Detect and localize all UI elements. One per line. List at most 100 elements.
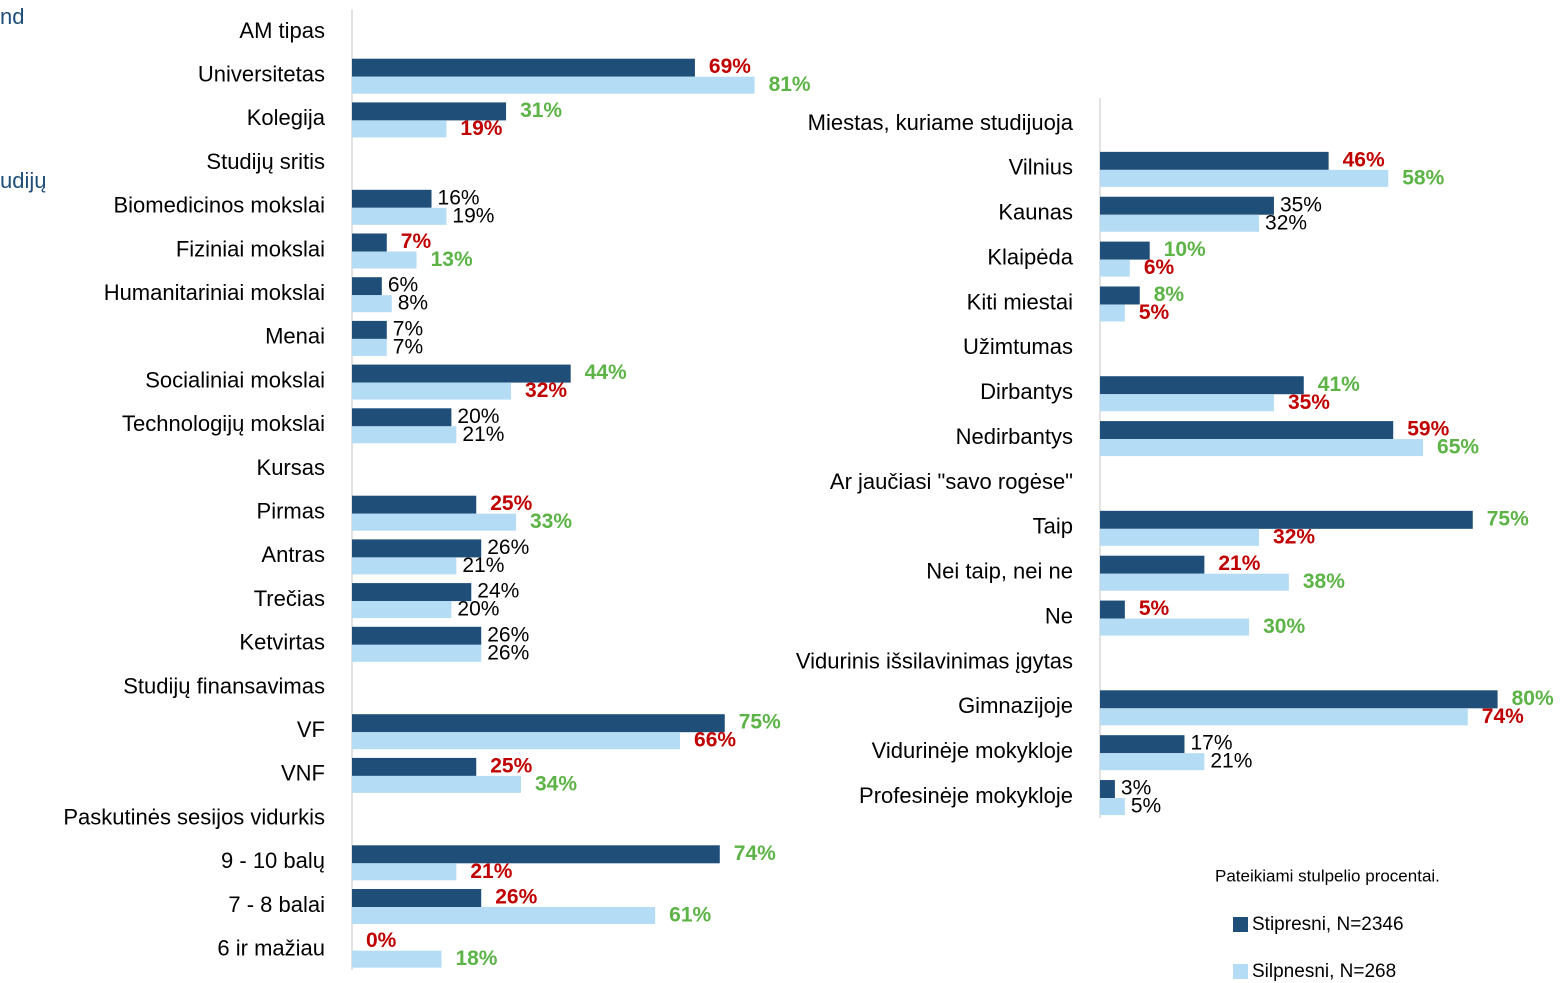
bar xyxy=(1100,286,1140,305)
bar xyxy=(1100,169,1389,187)
value-label: 30% xyxy=(1263,615,1305,638)
value-label: 0% xyxy=(366,929,397,952)
legend-swatch xyxy=(1233,964,1248,979)
cropped-text: nd xyxy=(0,4,24,29)
value-label: 17% xyxy=(1190,732,1232,755)
bar xyxy=(1100,241,1150,260)
bar xyxy=(352,233,387,252)
value-label: 35% xyxy=(1288,391,1330,414)
category-label: Nei taip, nei ne xyxy=(926,559,1073,584)
value-label: 38% xyxy=(1303,570,1345,593)
value-label: 6% xyxy=(388,274,418,297)
category-label: Paskutinės sesijos vidurkis xyxy=(63,804,325,829)
value-label: 5% xyxy=(1139,301,1170,324)
bar xyxy=(1100,735,1185,754)
category-label: 7 - 8 balai xyxy=(228,892,325,917)
value-label: 20% xyxy=(457,598,499,621)
category-label: Technologijų mokslai xyxy=(122,411,325,436)
value-label: 32% xyxy=(525,379,567,402)
bar xyxy=(352,320,387,339)
bar xyxy=(1100,439,1424,457)
bar xyxy=(1100,708,1468,726)
value-label: 13% xyxy=(431,248,473,271)
bar xyxy=(1100,573,1289,591)
bar xyxy=(352,76,755,94)
bar xyxy=(1100,196,1274,215)
bar xyxy=(352,364,571,383)
value-label: 75% xyxy=(1487,507,1529,530)
value-label: 8% xyxy=(1154,283,1185,306)
bar xyxy=(352,495,477,514)
value-label: 34% xyxy=(535,772,577,795)
bar xyxy=(352,539,482,558)
value-label: 26% xyxy=(487,536,529,559)
value-label: 32% xyxy=(1273,525,1315,548)
bar xyxy=(1100,259,1130,277)
value-label: 20% xyxy=(457,405,499,428)
category-label: Profesinėje mokykloje xyxy=(859,783,1073,808)
bar xyxy=(352,426,457,444)
value-label: 33% xyxy=(530,510,572,533)
category-label: Nedirbantys xyxy=(956,424,1073,449)
value-label: 75% xyxy=(739,711,781,734)
category-label: Ketvirtas xyxy=(239,630,325,655)
value-label: 21% xyxy=(462,554,504,577)
bar xyxy=(1100,421,1394,440)
bar xyxy=(352,382,512,400)
legend-label: Silpnesni, N=268 xyxy=(1252,961,1396,982)
value-label: 41% xyxy=(1318,373,1360,396)
value-label: 21% xyxy=(462,423,504,446)
bar xyxy=(1100,394,1274,412)
category-label: Kolegija xyxy=(247,105,326,130)
category-label: Antras xyxy=(261,542,325,567)
category-label: Vidurinis išsilavinimas įgytas xyxy=(796,648,1073,673)
value-label: 26% xyxy=(487,623,529,646)
value-label: 25% xyxy=(490,492,532,515)
bar xyxy=(352,644,482,662)
bar xyxy=(1100,214,1260,232)
category-label: Socialiniai mokslai xyxy=(145,367,325,392)
value-label: 6% xyxy=(1144,256,1175,279)
value-label: 61% xyxy=(669,904,711,927)
category-label: Pirmas xyxy=(257,499,325,524)
bar xyxy=(352,207,447,225)
bar xyxy=(1100,690,1498,709)
bar xyxy=(352,102,507,121)
value-label: 35% xyxy=(1280,193,1322,216)
value-label: 19% xyxy=(460,117,502,140)
value-label: 5% xyxy=(1131,795,1161,818)
bar xyxy=(1100,753,1205,771)
category-label: Dirbantys xyxy=(980,379,1073,404)
legend-swatch xyxy=(1233,917,1248,932)
bar xyxy=(352,626,482,645)
category-label: Miestas, kuriame studijuoja xyxy=(808,110,1074,135)
value-label: 7% xyxy=(393,317,423,340)
category-label: Fiziniai mokslai xyxy=(176,236,325,261)
value-label: 25% xyxy=(490,754,532,777)
bar xyxy=(352,714,725,733)
category-label: Gimnazijoje xyxy=(958,693,1073,718)
bar xyxy=(1100,510,1473,529)
bar xyxy=(352,277,382,296)
bar xyxy=(1100,151,1329,170)
category-label: Kursas xyxy=(257,455,325,480)
bar xyxy=(352,189,432,208)
value-label: 66% xyxy=(694,729,736,752)
bar xyxy=(352,120,447,138)
category-label: Menai xyxy=(265,324,325,349)
note: Pateikiami stulpelio procentai. xyxy=(1215,866,1440,885)
value-label: 59% xyxy=(1407,418,1449,441)
category-label: 9 - 10 balų xyxy=(221,848,325,873)
bar xyxy=(352,845,720,864)
bar xyxy=(352,408,452,427)
bar xyxy=(1100,304,1125,322)
bar xyxy=(352,58,695,77)
value-label: 65% xyxy=(1437,436,1479,459)
category-label: Humanitariniai mokslai xyxy=(104,280,325,305)
value-label: 16% xyxy=(438,186,480,209)
category-label: Taip xyxy=(1033,514,1073,539)
bar xyxy=(352,338,387,356)
value-label: 7% xyxy=(401,230,432,253)
value-label: 26% xyxy=(487,641,529,664)
value-label: 5% xyxy=(1139,597,1170,620)
